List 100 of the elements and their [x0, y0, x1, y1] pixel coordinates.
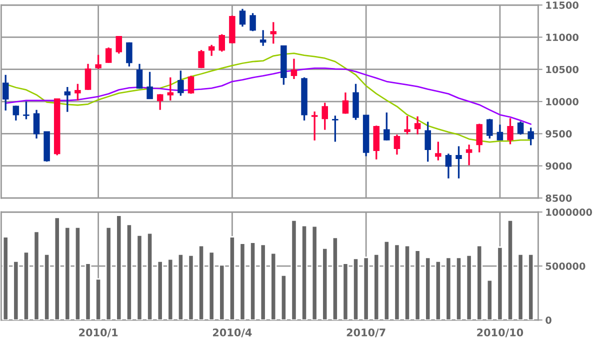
candlestick	[486, 118, 493, 140]
bar	[383, 240, 390, 320]
bar	[290, 219, 298, 320]
bar	[167, 258, 174, 320]
bar	[496, 246, 504, 320]
candlestick	[250, 12, 256, 32]
candlestick	[424, 120, 431, 163]
candlestick	[84, 63, 92, 91]
candlestick	[260, 29, 266, 47]
bar	[54, 216, 60, 320]
bar	[424, 256, 432, 320]
bar	[84, 262, 92, 320]
candlestick	[270, 21, 277, 44]
bar	[506, 219, 514, 320]
candlestick	[290, 58, 298, 80]
bar	[116, 214, 122, 320]
bar	[239, 242, 246, 320]
bar	[332, 236, 338, 320]
candlestick	[528, 126, 534, 146]
candlestick	[167, 76, 174, 102]
candlestick	[156, 93, 164, 111]
bar	[126, 224, 132, 320]
bar	[95, 278, 102, 320]
bar	[373, 253, 380, 320]
bar	[228, 236, 236, 320]
candlestick	[332, 114, 338, 143]
bar	[301, 224, 308, 320]
bar	[12, 260, 20, 320]
candlestick	[178, 70, 184, 97]
bar	[270, 252, 277, 320]
bar	[198, 244, 205, 320]
bar	[136, 234, 143, 320]
candlestick	[311, 110, 318, 142]
bar	[64, 226, 71, 320]
bar	[322, 248, 328, 320]
candlestick	[2, 74, 9, 112]
bar	[250, 242, 256, 320]
bar	[44, 253, 50, 320]
candlestick	[23, 100, 30, 120]
candlestick	[517, 120, 524, 136]
y-tick-label: 9500	[546, 130, 572, 138]
candlestick	[126, 42, 132, 68]
bar	[311, 225, 318, 320]
candlestick	[33, 109, 40, 140]
candlestick	[188, 74, 194, 95]
y-tick-label: 11000	[546, 34, 579, 42]
x-tick-label: 2010/4	[212, 328, 252, 338]
bar	[434, 260, 442, 320]
y-tick-label: 8500	[546, 194, 572, 202]
bar	[177, 253, 184, 320]
candlestick	[64, 86, 71, 113]
bar	[394, 244, 400, 320]
bar	[445, 256, 452, 320]
candlestick	[435, 140, 442, 162]
candlestick	[198, 49, 204, 69]
y-tick-label: 11500	[546, 2, 579, 9]
x-tick-label: 2010/1	[79, 328, 118, 338]
y-tick-label: 1000000	[546, 208, 592, 216]
candlestick	[476, 122, 482, 154]
candlestick	[74, 83, 81, 102]
bar	[476, 244, 483, 320]
candlestick	[239, 8, 246, 28]
candlestick	[373, 124, 380, 160]
bar	[404, 244, 411, 320]
candlestick	[404, 115, 410, 136]
candlestick	[384, 112, 390, 142]
y-tick-label: 0	[546, 316, 552, 324]
candlestick	[105, 46, 112, 64]
bar	[517, 253, 524, 320]
candlestick	[116, 36, 122, 54]
candlestick	[394, 134, 400, 156]
candlestick	[12, 104, 20, 122]
candlestick	[445, 152, 452, 180]
candlestick	[95, 54, 102, 70]
candlestick	[496, 124, 504, 141]
bar	[528, 253, 534, 320]
bar	[208, 251, 215, 320]
bar	[22, 251, 30, 320]
y-tick-label: 500000	[546, 262, 586, 270]
candlestick	[507, 117, 514, 146]
candlestick	[322, 102, 328, 131]
candlestick	[208, 44, 215, 57]
bar	[414, 250, 421, 320]
bar	[105, 226, 112, 320]
line-series	[4, 68, 532, 125]
candlestick	[342, 92, 349, 115]
bar	[362, 256, 370, 320]
bar	[486, 279, 493, 320]
bar	[352, 258, 360, 320]
bar	[156, 260, 164, 320]
x-tick-label: 2010/7	[346, 328, 386, 338]
candlestick	[218, 33, 226, 53]
bar	[2, 236, 9, 320]
bar	[455, 256, 462, 320]
bar	[280, 274, 287, 320]
candlestick	[466, 144, 472, 166]
bar	[260, 244, 266, 320]
y-tick-label: 10500	[546, 66, 579, 74]
x-tick-label: 2010/10	[477, 328, 524, 338]
candlestick	[146, 71, 153, 100]
